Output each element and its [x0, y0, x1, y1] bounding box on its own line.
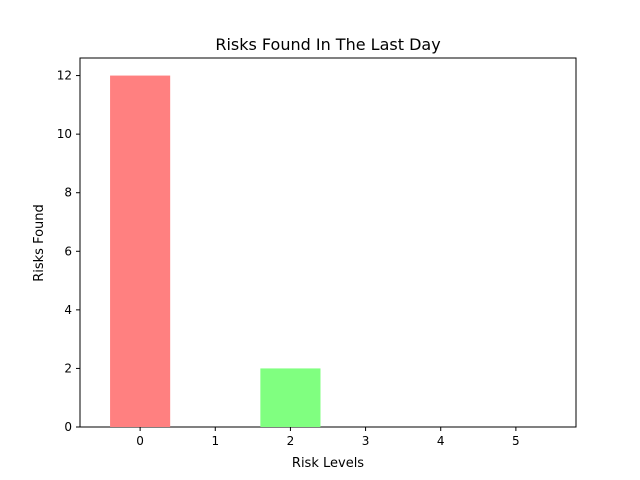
x-tick-label-0: 0: [136, 434, 144, 448]
y-tick-label-6: 6: [64, 244, 72, 258]
y-tick-label-0: 0: [64, 420, 72, 434]
bars-layer: [110, 75, 321, 428]
bar-2: [260, 368, 321, 427]
x-tick-label-2: 2: [287, 434, 295, 448]
y-axis-label: Risks Found: [32, 204, 47, 282]
plot-frame: [79, 57, 577, 428]
x-tick-label-5: 5: [512, 434, 520, 448]
x-axis-label: Risk Levels: [292, 456, 364, 471]
x-tick-label-1: 1: [211, 434, 219, 448]
y-tick-label-10: 10: [57, 127, 72, 141]
x-tick-label-4: 4: [437, 434, 445, 448]
chart-title: Risks Found In The Last Day: [215, 35, 440, 54]
y-axis: 0 2 4 6 8 10 12: [57, 69, 80, 434]
y-tick-label-12: 12: [57, 69, 72, 83]
bar-0: [110, 75, 171, 428]
y-tick-label-2: 2: [64, 361, 72, 375]
x-axis: 0 1 2 3 4 5: [136, 427, 520, 448]
y-tick-label-8: 8: [64, 186, 72, 200]
plot-area: [79, 57, 577, 428]
y-tick-label-4: 4: [64, 303, 72, 317]
x-tick-label-3: 3: [362, 434, 370, 448]
